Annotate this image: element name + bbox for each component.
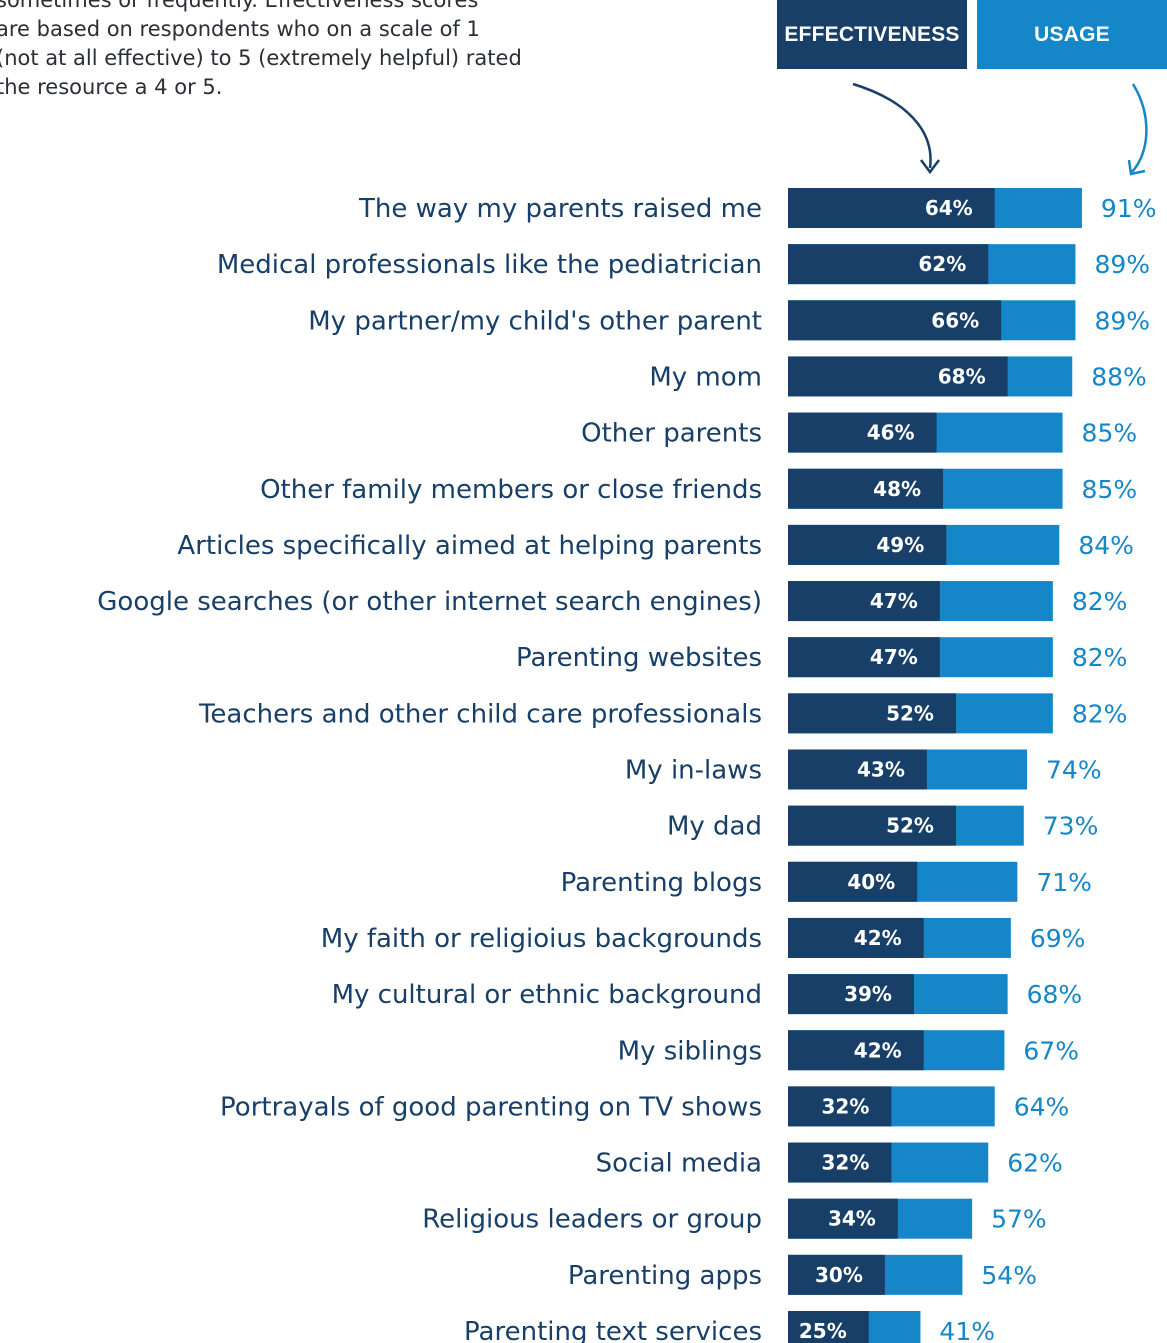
effectiveness-bar [788,300,1002,341]
category-label: My mom [649,362,762,392]
usage-arrow-icon [1127,83,1148,176]
category-label: The way my parents raised me [358,194,762,224]
effectiveness-bar [788,412,937,453]
usage-value-label: 73% [1043,812,1099,841]
effectiveness-value-label: 47% [870,589,918,613]
usage-value-label: 88% [1091,362,1147,391]
effectiveness-value-label: 34% [828,1207,876,1231]
effectiveness-bar [788,581,940,622]
effectiveness-value-label: 47% [870,645,918,669]
category-label: Other parents [581,419,762,449]
category-label: Other family members or close friends [260,475,762,505]
category-label: Social media [596,1149,762,1179]
effectiveness-bar [788,1030,924,1071]
usage-value-label: 71% [1036,868,1092,897]
legend-arrows [852,82,1148,176]
legend-effectiveness: EFFECTIVENESS [777,0,967,69]
intro-text: sometimes or frequently. Effectiveness s… [0,0,616,102]
effectiveness-bar [788,1254,885,1295]
effectiveness-bar [788,188,995,228]
effectiveness-value-label: 62% [918,252,966,276]
effectiveness-value-label: 52% [886,701,934,725]
category-label: Parenting apps [568,1261,762,1291]
effectiveness-bar [788,974,914,1015]
usage-value-label: 74% [1046,756,1102,785]
effectiveness-value-label: 64% [925,196,973,220]
effectiveness-value-label: 66% [931,308,979,332]
category-label: My faith or religioius backgrounds [321,924,762,954]
effectiveness-value-label: 52% [886,814,934,838]
category-label: Parenting text services [464,1317,762,1343]
effectiveness-value-label: 48% [873,477,921,501]
category-label: Teachers and other child care profession… [198,699,762,729]
category-label: Religious leaders or group [422,1205,762,1235]
usage-value-label: 64% [1014,1092,1070,1121]
usage-value-label: 69% [1030,924,1086,953]
category-label: My dad [667,812,762,842]
effectiveness-bar [788,693,956,734]
usage-value-label: 85% [1082,475,1138,504]
intro-line-4: the resource a 4 or 5. [0,75,223,99]
intro-line-1: sometimes or frequently. Effectiveness s… [0,0,479,12]
usage-value-label: 67% [1023,1036,1079,1065]
effectiveness-bar [788,917,924,958]
category-label: My cultural or ethnic background [332,980,762,1010]
effectiveness-value-label: 39% [844,982,892,1006]
category-label: Parenting blogs [561,868,762,898]
category-label: My siblings [618,1036,762,1066]
effectiveness-bar [788,861,918,902]
effectiveness-value-label: 42% [854,926,902,950]
effectiveness-bar [788,356,1008,397]
usage-value-label: 91% [1101,194,1157,223]
effectiveness-bar [788,1198,898,1239]
effectiveness-value-label: 49% [876,533,924,557]
usage-value-label: 68% [1027,980,1083,1009]
category-label: My in-laws [625,756,762,786]
effectiveness-bar [788,1142,892,1183]
effectiveness-value-label: 68% [938,364,986,388]
category-label: Parenting websites [516,643,762,673]
effectiveness-value-label: 42% [854,1038,902,1062]
effectiveness-bar [788,749,927,790]
effectiveness-value-label: 46% [867,421,915,445]
usage-value-label: 54% [981,1261,1037,1290]
usage-value-label: 89% [1094,306,1150,335]
usage-value-label: 41% [939,1317,995,1343]
effectiveness-bar [788,637,940,678]
usage-value-label: 82% [1072,587,1128,616]
usage-value-label: 84% [1078,531,1134,560]
effectiveness-value-label: 43% [857,758,905,782]
usage-value-label: 62% [1007,1149,1063,1178]
usage-value-label: 85% [1082,419,1138,448]
effectiveness-bar [788,244,989,285]
category-label: Google searches (or other internet searc… [97,587,762,617]
usage-value-label: 82% [1072,643,1128,672]
effectiveness-value-label: 32% [821,1094,869,1118]
intro-line-2: are based on respondents who on a scale … [0,17,480,41]
legend-usage: USAGE [977,0,1167,69]
intro-line-3: (not at all effective) to 5 (extremely h… [0,46,522,70]
effectiveness-value-label: 25% [799,1319,847,1343]
category-label: Medical professionals like the pediatric… [217,250,762,280]
category-label: Articles specifically aimed at helping p… [177,531,762,561]
effectiveness-bar [788,468,944,509]
effectiveness-arrow-icon [852,82,940,175]
category-label: My partner/my child's other parent [308,306,762,336]
usage-value-label: 57% [991,1205,1047,1234]
effectiveness-bar [788,805,956,846]
effectiveness-bar [788,1086,892,1127]
usage-value-label: 82% [1072,699,1128,728]
effectiveness-bar [788,1311,869,1343]
category-label: Portrayals of good parenting on TV shows [220,1092,762,1122]
effectiveness-value-label: 32% [821,1151,869,1175]
effectiveness-value-label: 30% [815,1263,863,1287]
effectiveness-bar [788,524,947,565]
usage-value-label: 89% [1094,250,1150,279]
effectiveness-value-label: 40% [847,870,895,894]
